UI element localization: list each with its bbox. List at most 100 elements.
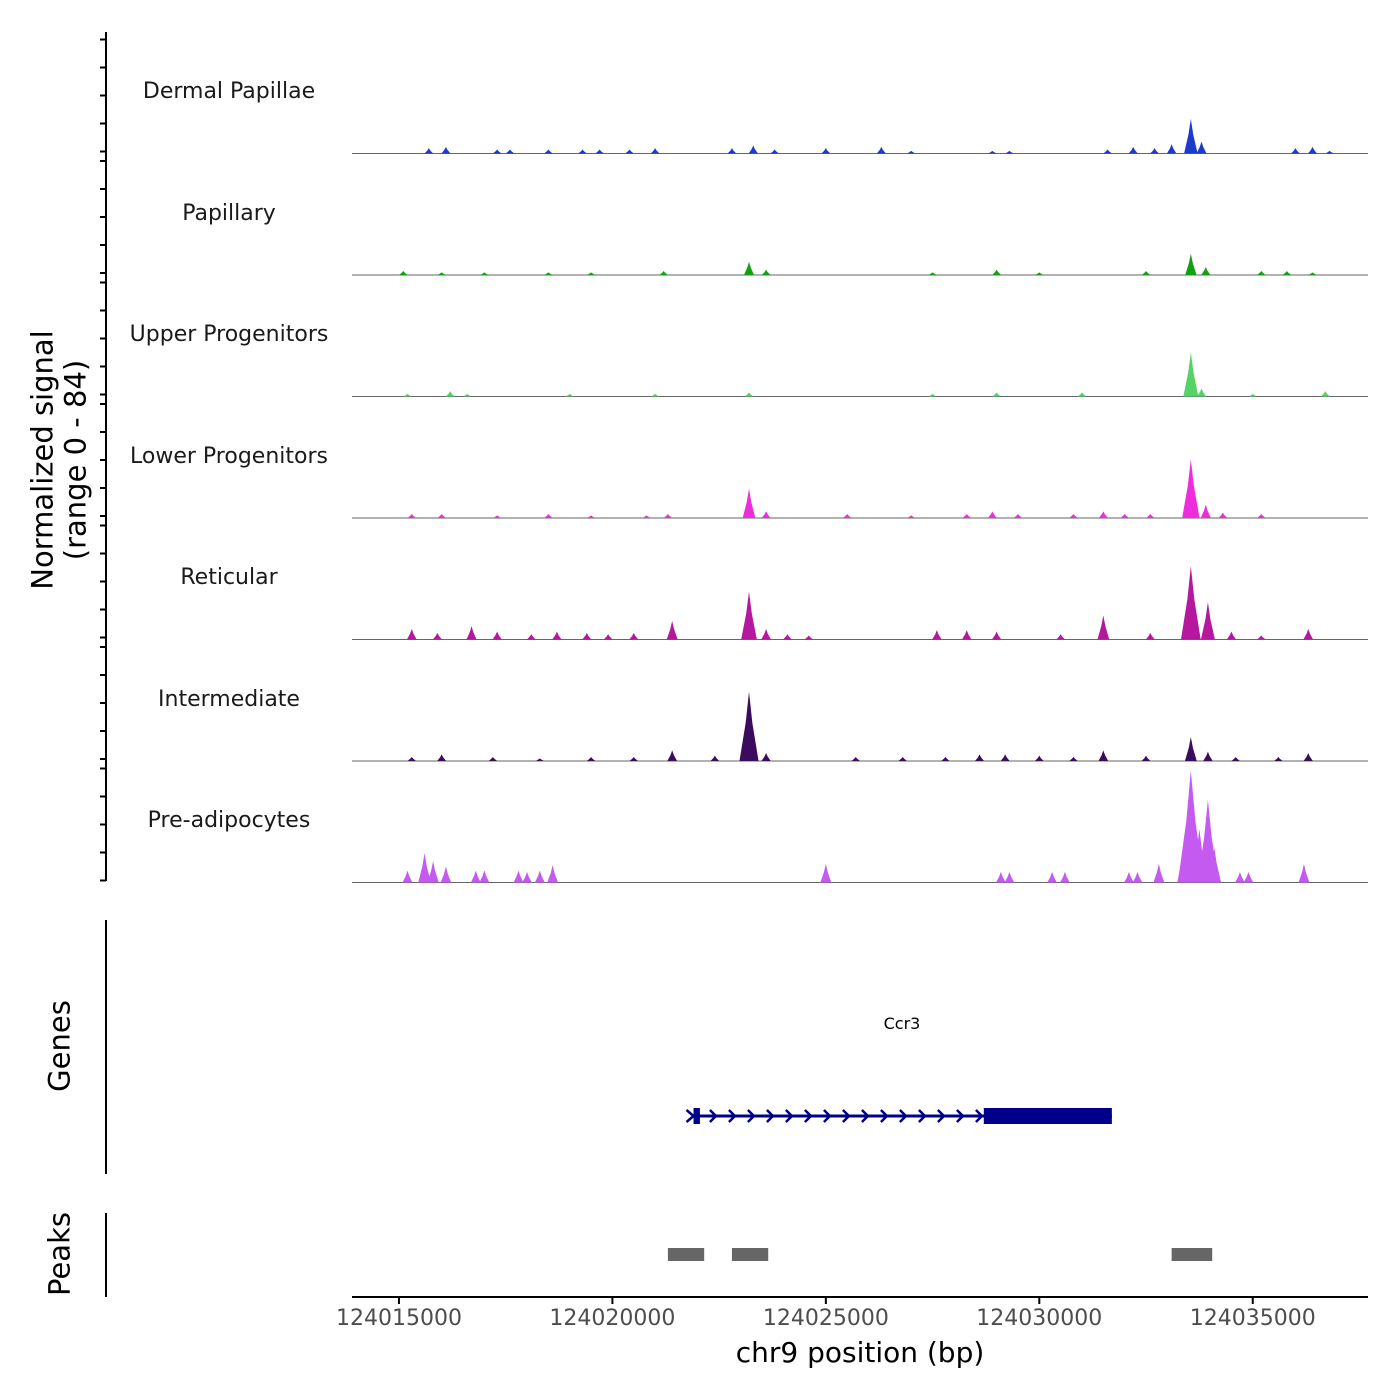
- signal-peak: [1184, 118, 1198, 154]
- signal-peak: [595, 149, 604, 154]
- signal-peak: [821, 148, 831, 154]
- strand-arrow: [899, 1109, 908, 1123]
- signal-peak: [552, 631, 562, 640]
- x-tick-label: 124025000: [762, 1306, 889, 1331]
- signal-peak: [932, 630, 942, 640]
- signal-peak: [783, 634, 792, 640]
- signal-peak: [432, 632, 442, 640]
- track-label: Papillary: [182, 200, 276, 226]
- signal-peak: [1183, 352, 1199, 397]
- signal-peak: [586, 757, 596, 761]
- signal-peak: [1256, 635, 1266, 640]
- signal-peak: [526, 634, 536, 640]
- signal-peak: [1056, 634, 1066, 640]
- peak-region: [731, 1248, 769, 1261]
- signal-peak: [406, 628, 417, 640]
- signal-peak: [928, 272, 937, 275]
- signal-peak: [743, 261, 755, 275]
- signal-peak: [1097, 615, 1110, 640]
- track-label: Dermal Papillae: [142, 79, 316, 104]
- signal-peak: [1200, 504, 1211, 518]
- x-tick-label: 124015000: [335, 1306, 462, 1331]
- signal-peak: [907, 515, 916, 518]
- signal-peak: [1180, 566, 1201, 640]
- signal-peak: [1307, 146, 1318, 154]
- signal-peak: [710, 755, 720, 761]
- signal-peak: [974, 754, 985, 761]
- signal-peak: [642, 515, 651, 518]
- strand-arrow: [804, 1109, 813, 1123]
- signal-peak: [1196, 141, 1207, 154]
- track-label: Lower Progenitors: [130, 443, 328, 469]
- signal-peak: [1226, 631, 1237, 640]
- strand-arrow: [918, 1109, 927, 1123]
- x-axis: [352, 1296, 1368, 1304]
- signal-peak: [991, 631, 1002, 640]
- signal-peak: [761, 628, 771, 640]
- signal-peak: [1141, 271, 1151, 275]
- signal-peak: [761, 269, 771, 275]
- x-axis-label: chr9 position (bp): [735, 1336, 985, 1369]
- signal-peak: [761, 753, 771, 761]
- signal-peak: [741, 591, 757, 640]
- signal-peak: [441, 146, 451, 154]
- strand-arrow: [842, 1109, 851, 1123]
- strand-arrow: [728, 1109, 737, 1123]
- gene-exon: [693, 1108, 700, 1124]
- signal-peak: [1000, 754, 1010, 761]
- signal-peak: [1005, 150, 1014, 154]
- signal-peak: [625, 149, 634, 154]
- signal-peak: [480, 272, 489, 275]
- genes-track-label: Genes: [42, 1000, 77, 1092]
- signal-peak: [1201, 267, 1211, 275]
- signal-peak: [586, 515, 596, 518]
- signal-peak: [961, 630, 972, 640]
- signal-peak: [1256, 271, 1266, 275]
- signal-peak: [403, 393, 412, 397]
- peak-region: [1171, 1248, 1213, 1261]
- signal-peak: [534, 870, 545, 883]
- signal-peak: [603, 634, 613, 640]
- signal-peak: [1034, 755, 1044, 761]
- signal-peak: [1128, 146, 1138, 154]
- signal-peak: [1013, 514, 1023, 518]
- signal-peak: [1132, 871, 1143, 883]
- signal-peak: [418, 853, 431, 883]
- signal-peak: [907, 150, 916, 154]
- track-label: Upper Progenitors: [129, 322, 329, 347]
- gene-name-label: Ccr3: [883, 1014, 921, 1033]
- signal-peak: [513, 870, 524, 883]
- peaks-track-label: Peaks: [42, 1212, 77, 1296]
- track-pre-adipocytes: [352, 770, 1368, 883]
- signal-peak: [629, 632, 639, 640]
- signal-peak: [1153, 863, 1165, 883]
- signal-peak: [1184, 737, 1197, 761]
- coverage-tracks: [352, 118, 1368, 883]
- signal-peak: [402, 870, 413, 883]
- signal-peak: [544, 149, 553, 154]
- signal-peak: [1060, 871, 1070, 883]
- signal-peak: [1308, 272, 1317, 275]
- signal-peak: [407, 757, 417, 761]
- signal-peak: [565, 393, 574, 397]
- signal-peak: [748, 145, 758, 154]
- signal-peak: [1274, 757, 1283, 761]
- signal-peak: [1124, 871, 1134, 883]
- x-tick-label: 124020000: [549, 1306, 676, 1331]
- y-axis-label: Normalized signal (range 0 - 84): [26, 330, 94, 589]
- signal-peak: [1203, 751, 1213, 761]
- signal-peak: [1185, 253, 1197, 275]
- track-label: Intermediate: [158, 686, 300, 712]
- signal-peak: [1298, 863, 1310, 883]
- strand-arrow: [880, 1109, 889, 1123]
- strand-arrow: [975, 1109, 984, 1123]
- y-axis-range: (range 0 - 84): [59, 359, 93, 561]
- signal-peak: [761, 511, 771, 518]
- signal-peak: [898, 757, 908, 761]
- signal-peak: [1120, 514, 1129, 518]
- signal-peak: [445, 391, 455, 397]
- signal-peak: [1098, 750, 1109, 761]
- strand-arrow: [685, 1109, 696, 1123]
- signal-peak: [547, 865, 559, 883]
- signal-peak: [1231, 757, 1240, 761]
